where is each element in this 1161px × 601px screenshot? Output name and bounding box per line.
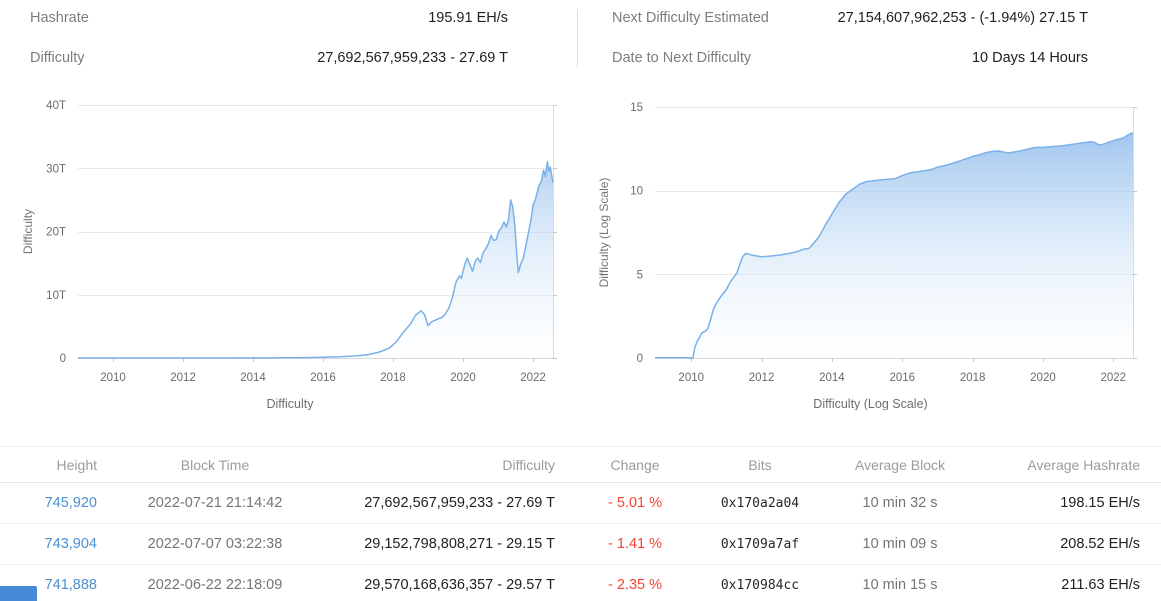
height-link[interactable]: 743,904 xyxy=(44,536,97,552)
area-series[interactable] xyxy=(655,133,1133,358)
average-block-cell: 10 min 09 s xyxy=(862,536,938,552)
x-axis-tick-label: 2018 xyxy=(960,372,986,384)
partial-overlay-element[interactable] xyxy=(0,586,37,601)
average-hashrate-cell: 208.52 EH/s xyxy=(1060,536,1140,552)
chart-legend-item[interactable]: Difficulty (Log Scale) xyxy=(813,397,927,410)
line-series xyxy=(655,132,1134,359)
stats-divider xyxy=(577,9,578,67)
y-axis-tick-label: 10 xyxy=(630,186,643,198)
stat-next-difficulty-value: 27,154,607,962,253 - (-1.94%) 27.15 T xyxy=(837,10,1088,26)
block-time-cell: 2022-06-22 22:18:09 xyxy=(147,577,283,593)
difficulty-linear-chart[interactable]: 0 10T 20T 30T 40T 2010 2012 2014 2016 2018 2020 202… xyxy=(0,90,580,410)
block-time-cell: 2022-07-07 03:22:38 xyxy=(147,536,283,552)
height-link[interactable]: 741,888 xyxy=(44,577,97,593)
stat-hashrate-value: 195.91 EH/s xyxy=(428,10,508,26)
y-axis-title: Difficulty (Log Scale) xyxy=(597,178,611,288)
block-time-cell: 2022-07-21 21:14:42 xyxy=(147,495,283,511)
change-cell: - 2.35 % xyxy=(608,577,662,593)
y-axis-tick-label: 20T xyxy=(46,227,66,239)
average-hashrate-cell: 198.15 EH/s xyxy=(1060,495,1140,511)
stat-date-next-difficulty-label: Date to Next Difficulty xyxy=(612,50,752,66)
table-header-row: Height Block Time Difficulty Change Bits Aver… xyxy=(0,446,1161,483)
average-hashrate-cell: 211.63 EH/s xyxy=(1061,577,1140,593)
x-axis-tick-label: 2016 xyxy=(310,372,336,384)
y-axis-tick-label: 30T xyxy=(46,163,66,175)
difficulty-cell: 29,570,168,636,357 - 29.57 T xyxy=(364,577,555,593)
col-header-block-time: Block Time xyxy=(180,456,250,473)
x-axis-tick-label: 2012 xyxy=(170,372,196,384)
x-axis-tick-label: 2010 xyxy=(678,372,704,384)
y-axis-tick-label: 15 xyxy=(630,102,643,114)
change-cell: - 5.01 % xyxy=(608,495,662,511)
x-axis-tick-label: 2022 xyxy=(1101,372,1127,384)
change-cell: - 1.41 % xyxy=(608,536,662,552)
line-series xyxy=(78,161,554,359)
col-header-difficulty: Difficulty xyxy=(502,456,555,473)
difficulty-history-table: Height Block Time Difficulty Change Bits Aver… xyxy=(0,446,1161,601)
y-axis-tick-label: 5 xyxy=(637,269,643,281)
average-block-cell: 10 min 32 s xyxy=(862,495,938,511)
bits-cell: 0x170984cc xyxy=(720,577,800,593)
table-row: 741,888 2022-06-22 22:18:09 29,570,168,636… xyxy=(0,565,1161,601)
y-axis-tick-label: 40T xyxy=(46,100,66,112)
x-axis-tick-label: 2020 xyxy=(450,372,476,384)
col-header-change: Change xyxy=(610,456,660,473)
difficulty-cell: 27,692,567,959,233 - 27.69 T xyxy=(364,495,555,511)
col-header-average-block: Average Block xyxy=(854,456,945,473)
table-row: 745,920 2022-07-21 21:14:42 27,692,567,959… xyxy=(0,483,1161,524)
stat-difficulty-value: 27,692,567,959,233 - 27.69 T xyxy=(317,50,508,66)
x-axis-tick-label: 2014 xyxy=(240,372,266,384)
x-axis-tick-label: 2012 xyxy=(749,372,775,384)
stat-difficulty-label: Difficulty xyxy=(30,50,85,66)
bits-cell: 0x170a2a04 xyxy=(720,495,800,511)
stat-next-difficulty: Next Difficulty Estimated 27,154,607,962… xyxy=(612,8,1088,28)
average-block-cell: 10 min 15 s xyxy=(862,577,938,593)
y-axis-tick-label: 10T xyxy=(46,290,66,302)
bits-cell: 0x1709a7af xyxy=(720,536,800,552)
x-axis-tick-label: 2020 xyxy=(1030,372,1056,384)
stat-hashrate-label: Hashrate xyxy=(30,10,89,26)
col-header-average-hashrate: Average Hashrate xyxy=(1027,456,1140,473)
stat-hashrate: Hashrate 195.91 EH/s xyxy=(30,8,508,28)
stat-date-next-difficulty-value: 10 Days 14 Hours xyxy=(971,50,1088,66)
y-axis-title: Difficulty xyxy=(21,209,35,254)
y-axis-tick-label: 0 xyxy=(637,353,643,365)
col-header-bits: Bits xyxy=(748,456,772,473)
difficulty-log-chart[interactable]: 0 5 10 15 2010 2012 2014 2016 2018 2020 2022 Diffic… xyxy=(580,90,1161,410)
col-header-height: Height xyxy=(56,456,97,473)
y-axis-tick-label: 0 xyxy=(60,353,66,365)
difficulty-cell: 29,152,798,808,271 - 29.15 T xyxy=(364,536,555,552)
chart-legend-item[interactable]: Difficulty xyxy=(266,397,314,410)
height-link[interactable]: 745,920 xyxy=(44,495,97,511)
x-axis-tick-label: 2018 xyxy=(380,372,406,384)
x-axis-tick-label: 2016 xyxy=(889,372,915,384)
stat-next-difficulty-label: Next Difficulty Estimated xyxy=(612,10,769,26)
table-row: 743,904 2022-07-07 03:22:38 29,152,798,808… xyxy=(0,524,1161,565)
x-axis-tick-label: 2014 xyxy=(819,372,845,384)
stat-difficulty: Difficulty 27,692,567,959,233 - 27.69 T xyxy=(30,48,508,68)
stat-date-next-difficulty: Date to Next Difficulty 10 Days 14 Hours xyxy=(612,48,1088,68)
x-axis-tick-label: 2022 xyxy=(520,372,546,384)
area-series[interactable] xyxy=(78,161,553,358)
x-axis-tick-label: 2010 xyxy=(100,372,126,384)
